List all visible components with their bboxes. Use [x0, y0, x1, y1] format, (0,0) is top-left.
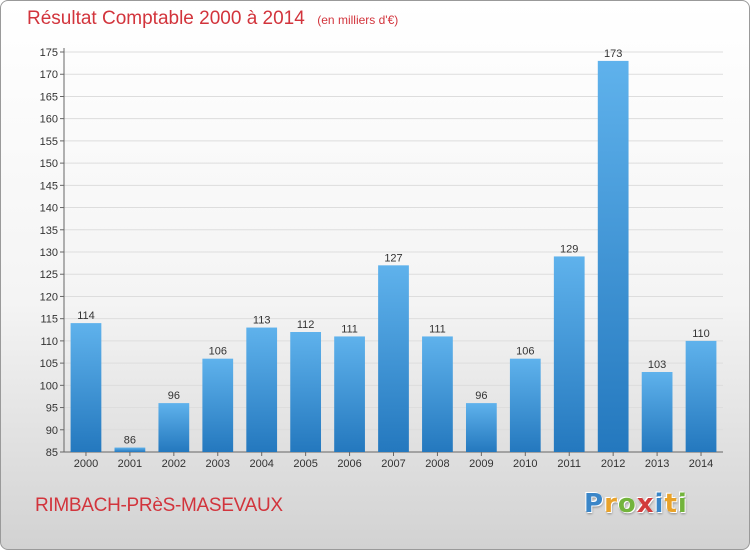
bar	[70, 323, 102, 452]
y-tick-label: 135	[40, 225, 58, 237]
y-tick-label: 90	[46, 425, 58, 437]
x-tick-label: 2007	[381, 458, 405, 470]
bar-value-label: 111	[429, 323, 446, 335]
bar	[553, 256, 585, 452]
x-tick-label: 2014	[689, 458, 713, 470]
town-name: RIMBACH-PRèS-MASEVAUX	[35, 495, 283, 516]
brand-letter: o	[617, 489, 637, 519]
brand-letter: r	[604, 489, 618, 519]
y-tick-label: 110	[40, 336, 58, 348]
bar-value-label: 96	[475, 390, 487, 402]
bar	[334, 336, 365, 452]
bar-value-label: 112	[297, 319, 315, 331]
bar	[685, 340, 717, 452]
x-tick-label: 2012	[601, 458, 625, 470]
bar-value-label: 173	[604, 48, 622, 60]
y-tick-label: 155	[40, 136, 58, 148]
y-tick-label: 170	[40, 69, 58, 81]
bar-value-label: 113	[253, 315, 271, 327]
bar	[465, 403, 497, 452]
bar-value-label: 103	[648, 359, 666, 371]
y-tick-label: 145	[40, 180, 58, 192]
bar	[509, 358, 541, 452]
bar-value-label: 114	[77, 310, 95, 322]
y-tick-label: 115	[40, 314, 58, 326]
brand-letter: i	[654, 489, 665, 519]
y-tick-label: 175	[40, 47, 58, 59]
y-tick-label: 95	[46, 403, 58, 415]
x-tick-label: 2005	[293, 458, 317, 470]
bar	[114, 447, 146, 452]
x-tick-label: 2010	[513, 458, 537, 470]
title-row: Résultat Comptable 2000 à 2014 (en milli…	[27, 8, 398, 30]
bar	[290, 332, 322, 452]
bar-value-label: 129	[560, 243, 578, 255]
bar	[641, 372, 673, 452]
brand-letter: x	[636, 489, 655, 519]
x-tick-label: 2001	[118, 458, 142, 470]
bar-value-label: 106	[209, 346, 227, 358]
bar	[202, 358, 234, 452]
chart-title: Résultat Comptable 2000 à 2014	[27, 8, 305, 29]
bar	[378, 265, 409, 452]
x-tick-label: 2004	[249, 458, 273, 470]
bar-value-label: 86	[124, 435, 136, 447]
x-tick-label: 2009	[469, 458, 493, 470]
x-tick-label: 2003	[206, 458, 230, 470]
y-tick-label: 125	[40, 269, 58, 281]
bar-value-label: 127	[384, 252, 402, 264]
bar-value-label: 110	[692, 328, 710, 340]
x-tick-label: 2006	[337, 458, 361, 470]
x-tick-label: 2002	[162, 458, 186, 470]
y-tick-label: 85	[46, 447, 58, 459]
brand-logo[interactable]: Proxiti	[584, 489, 688, 519]
bar	[246, 327, 278, 452]
brand-letter: i	[677, 489, 688, 519]
brand-letter: t	[664, 489, 678, 519]
y-tick-label: 100	[40, 380, 58, 392]
y-tick-label: 105	[40, 358, 58, 370]
bar-value-label: 96	[168, 390, 180, 402]
y-tick-label: 165	[40, 91, 58, 103]
x-tick-label: 2008	[425, 458, 449, 470]
bar	[158, 403, 190, 452]
bar-value-label: 106	[516, 346, 534, 358]
y-tick-label: 130	[40, 247, 58, 259]
y-tick-label: 120	[40, 291, 58, 303]
x-tick-label: 2011	[557, 458, 581, 470]
y-tick-label: 140	[40, 203, 58, 215]
chart-subtitle: (en milliers d'€)	[317, 13, 399, 27]
y-tick-label: 150	[40, 158, 58, 170]
y-tick-label: 160	[40, 114, 58, 126]
bar	[422, 336, 453, 452]
x-tick-label: 2013	[645, 458, 669, 470]
bar-value-label: 111	[341, 323, 358, 335]
brand-letter: P	[584, 489, 605, 519]
bar	[597, 60, 629, 453]
x-tick-label: 2000	[74, 458, 98, 470]
